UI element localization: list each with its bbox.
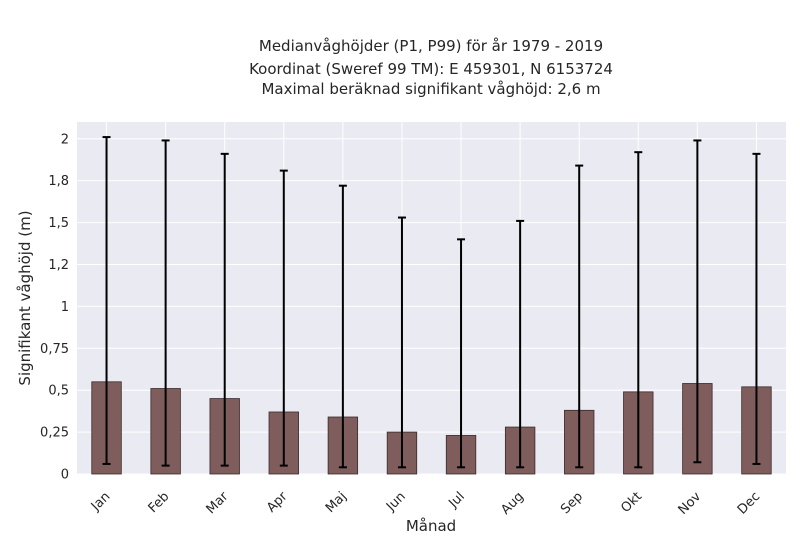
x-tick-label-jun: Jun [383,489,409,515]
y-tick-label-4: 1 [61,300,69,315]
error-bar-sep [575,164,584,469]
x-tick-label-aug: Aug [498,489,527,518]
y-tick-label-1: 0,25 [40,426,69,441]
error-bar-feb [161,139,170,467]
error-bar-jun [397,216,406,469]
x-tick-label-jan: Jan [88,489,113,514]
y-tick-label-6: 1,5 [48,216,69,231]
x-axis-ticks: Jan Feb Mar Apr Maj Jun Jul Aug Sep Okt Nov Dec [88,489,763,518]
y-tick-label-3: 0,75 [40,342,69,357]
error-bar-okt [634,151,643,469]
chart-title-line-3: Maximal beräknad signifikant våghöjd: 2,… [261,80,600,98]
x-tick-label-mar: Mar [204,489,232,517]
x-axis-label: Månad [406,517,456,535]
chart-title: Medianvåghöjder (P1, P99) för år 1979 - … [249,37,613,98]
error-bars [102,136,761,469]
x-tick-label-nov: Nov [676,489,705,518]
chart-title-line-2: Koordinat (Sweref 99 TM): E 459301, N 61… [249,60,613,78]
y-axis-ticks: 0 0,25 0,5 0,75 1 1,2 1,5 1,8 2 [40,132,69,482]
error-bar-aug [516,219,525,469]
error-bar-nov [693,139,702,464]
y-tick-label-8: 2 [61,132,69,147]
x-tick-label-apr: Apr [264,489,291,516]
y-axis-label: Signifikant våghöjd (m) [16,210,34,385]
y-tick-label-5: 1,2 [48,258,69,273]
error-bar-jan [102,136,111,465]
x-tick-label-jul: Jul [445,489,467,511]
x-tick-label-maj: Maj [323,489,350,516]
x-tick-label-feb: Feb [146,489,173,516]
chart-title-line-1: Medianvåghöjder (P1, P99) för år 1979 - … [259,37,603,55]
error-bar-mar [220,152,229,467]
error-bar-jul [457,238,466,469]
x-tick-label-sep: Sep [558,489,586,517]
plot-area [77,122,786,474]
y-tick-label-7: 1,8 [48,174,69,189]
error-bar-dec [752,152,761,465]
x-tick-label-dec: Dec [735,489,763,517]
error-bar-maj [338,184,347,469]
x-tick-label-okt: Okt [618,489,645,516]
y-tick-label-0: 0 [61,468,69,483]
error-bar-apr [279,169,288,467]
y-tick-label-2: 0,5 [48,384,69,399]
